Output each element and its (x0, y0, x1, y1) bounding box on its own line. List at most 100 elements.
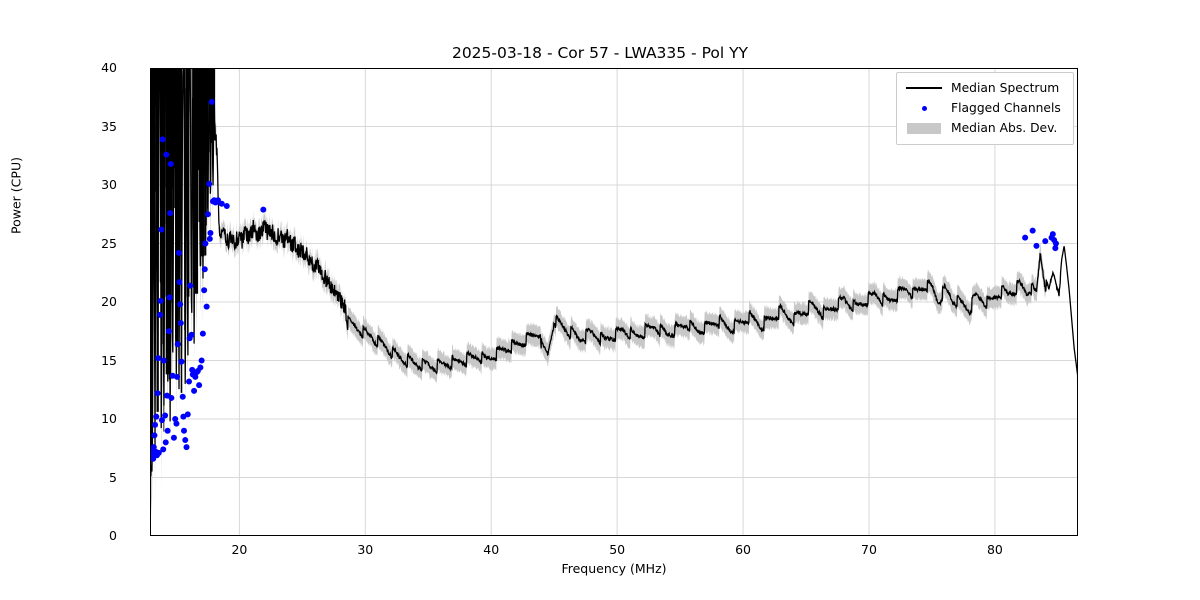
flagged-channel-point (201, 266, 208, 273)
y-tick-label: 20 (101, 294, 117, 309)
flagged-channel-point (174, 373, 181, 380)
x-tick-label: 50 (609, 542, 626, 557)
flagged-channel-point (165, 328, 172, 335)
flagged-channel-point (164, 392, 170, 399)
legend-entry: Median Abs. Dev. (904, 118, 1066, 138)
flagged-channel-point (1052, 240, 1059, 247)
flagged-channel-point (162, 439, 169, 446)
flagged-channel-point (173, 420, 180, 427)
y-tick-label: 40 (101, 60, 117, 75)
y-tick-label: 35 (101, 118, 117, 134)
plot-area (150, 68, 1078, 536)
flagged-channel-point (160, 357, 167, 364)
flagged-channel-point (155, 449, 162, 456)
flagged-channel-point (167, 210, 174, 217)
flagged-channel-point (152, 421, 159, 428)
flagged-channel-point (198, 357, 205, 364)
flagged-channel-point (168, 394, 175, 401)
flagged-channel-point (180, 413, 187, 420)
median-spectrum-line (150, 68, 1078, 478)
flagged-channel-point (186, 378, 193, 385)
flagged-channel-point (187, 282, 194, 289)
flagged-channel-point (177, 301, 184, 308)
flagged-channel-point (208, 98, 215, 105)
flagged-channel-point (182, 437, 189, 444)
flagged-channel-point (207, 229, 214, 236)
x-tick-label: 60 (735, 542, 752, 557)
y-tick-label: 15 (101, 352, 117, 368)
legend-dot-icon (904, 100, 944, 116)
flagged-channel-point (157, 311, 164, 318)
y-tick-label: 5 (109, 469, 117, 485)
flagged-channel-point (164, 427, 171, 434)
legend-band-icon (904, 120, 944, 136)
chart-legend: Median Spectrum Flagged Channels Median Ab… (896, 72, 1074, 145)
x-tick-label: 20 (231, 542, 248, 557)
y-tick-label: 10 (101, 411, 117, 426)
flagged-channel-point (150, 455, 157, 462)
flagged-channel-point (1049, 231, 1056, 238)
flagged-channel-point (199, 330, 206, 337)
x-tick-label: 40 (483, 542, 500, 557)
flagged-channel-point (214, 197, 221, 204)
flagged-channel-point (174, 341, 181, 348)
flagged-channel-point (177, 320, 184, 327)
flagged-channel-point (196, 382, 203, 389)
y-tick-label: 30 (101, 177, 117, 192)
y-axis-label: Power (CPU) (8, 157, 24, 234)
flagged-channel-point (159, 136, 166, 143)
flagged-channel-point (162, 412, 169, 419)
x-tick-label: 70 (861, 542, 877, 557)
flagged-channel-point (201, 287, 208, 294)
spectrum-plot (150, 68, 1078, 536)
flagged-channel-point (1033, 242, 1040, 249)
flagged-channel-point (155, 355, 162, 362)
flagged-channels-points (150, 98, 1059, 462)
flagged-channel-point (167, 160, 174, 167)
flagged-channel-point (1029, 227, 1036, 234)
flagged-channel-point (158, 417, 165, 424)
flagged-channel-point (158, 226, 165, 233)
flagged-channel-point (179, 393, 186, 400)
flagged-channel-point (178, 358, 185, 365)
flagged-channel-point (191, 387, 198, 394)
flagged-channel-point (157, 297, 164, 304)
flagged-channel-point (184, 411, 191, 418)
flagged-channel-point (151, 432, 158, 439)
flagged-channel-point (202, 240, 209, 247)
flagged-channel-point (150, 444, 157, 451)
flagged-channel-point (223, 203, 230, 210)
y-tick-label: 0 (109, 528, 117, 543)
flagged-channel-point (160, 446, 167, 453)
x-tick-label: 30 (357, 542, 374, 557)
flagged-channel-point (197, 364, 204, 371)
flagged-channel-point (170, 434, 177, 441)
flagged-channel-point (1052, 245, 1059, 252)
plot-frame (150, 68, 1078, 536)
flagged-channel-point (163, 151, 170, 158)
flagged-channel-point (166, 294, 173, 301)
flagged-channel-point (206, 180, 213, 187)
legend-label: Median Spectrum (951, 81, 1060, 95)
flagged-channel-point (176, 279, 183, 286)
chart-title: 2025-03-18 - Cor 57 - LWA335 - Pol YY (451, 44, 749, 62)
grid-lines (150, 68, 1078, 536)
legend-line-icon (904, 80, 944, 96)
flagged-channel-point (154, 390, 161, 397)
legend-entry: Median Spectrum (904, 78, 1066, 98)
flagged-channel-point (218, 200, 225, 207)
legend-entry: Flagged Channels (904, 98, 1066, 118)
flagged-channel-point (1022, 234, 1029, 241)
flagged-channel-point (175, 249, 182, 256)
flagged-channel-point (260, 206, 267, 213)
flagged-channel-point (189, 366, 196, 373)
x-axis-label: Frequency (MHz) (561, 561, 667, 576)
x-tick-label: 80 (986, 542, 1003, 557)
flagged-channel-point (188, 331, 195, 338)
flagged-channel-point (203, 303, 210, 310)
flagged-channel-point (183, 444, 190, 451)
flagged-channel-point (153, 413, 160, 420)
flagged-channel-point (1042, 238, 1049, 245)
legend-label: Flagged Channels (951, 101, 1061, 115)
